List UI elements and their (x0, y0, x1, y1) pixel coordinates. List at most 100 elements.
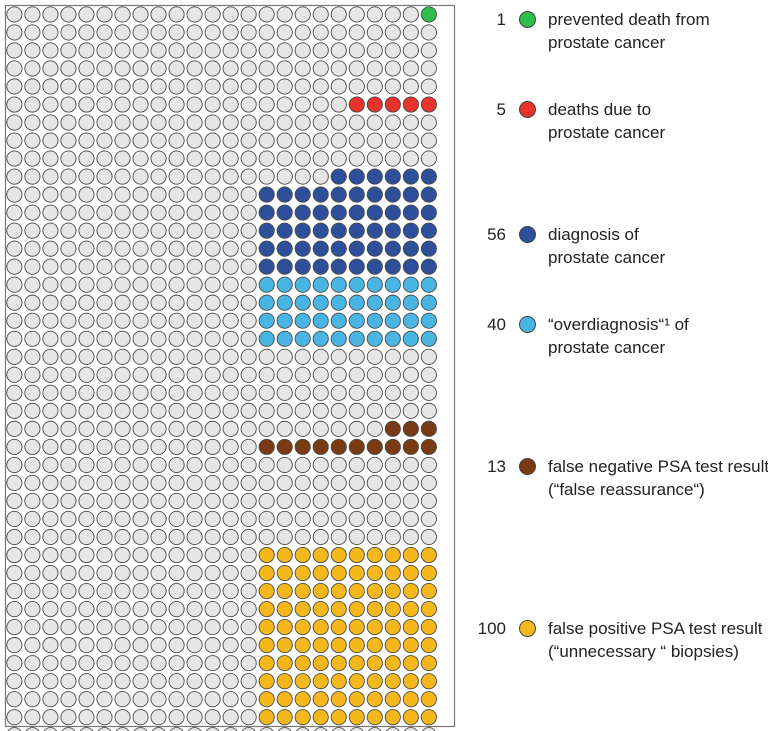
icon-neutral (24, 673, 41, 690)
icon-false-positive (384, 673, 401, 690)
icon-neutral (78, 186, 95, 203)
icon-diagnosis (366, 204, 383, 221)
icon-neutral (168, 474, 185, 491)
icon-neutral (258, 150, 275, 167)
icon-neutral (294, 528, 311, 546)
icon-neutral (60, 582, 77, 600)
icon-neutral (6, 601, 23, 618)
icon-neutral (168, 601, 185, 618)
icon-neutral (42, 384, 59, 401)
icon-neutral (294, 348, 311, 365)
icon-neutral (132, 258, 149, 275)
icon-neutral (168, 492, 185, 509)
icon-neutral (204, 132, 221, 149)
icon-false-positive (366, 582, 383, 600)
icon-diagnosis (366, 240, 383, 257)
icon-neutral (150, 492, 167, 509)
icon-neutral (24, 78, 41, 95)
icon-overdiagnosis (402, 294, 419, 311)
icon-overdiagnosis (312, 330, 329, 347)
icon-overdiagnosis (348, 276, 365, 293)
icon-neutral (240, 564, 257, 582)
icon-neutral (240, 330, 257, 347)
icon-neutral (168, 240, 185, 257)
icon-diagnosis (294, 240, 311, 257)
icon-neutral (384, 132, 401, 149)
icon-neutral (240, 24, 257, 41)
icon-neutral (114, 546, 131, 564)
icon-neutral (43, 727, 58, 731)
icon-neutral (114, 637, 131, 654)
icon-neutral (420, 60, 437, 77)
icon-neutral (312, 42, 329, 59)
icon-neutral (168, 96, 185, 113)
icon-false-positive (384, 637, 401, 654)
icon-neutral (6, 114, 23, 131)
icon-neutral (240, 6, 257, 23)
icon-neutral (78, 132, 95, 149)
icon-neutral (222, 528, 239, 546)
icon-neutral (78, 114, 95, 131)
legend-label-line: prostate cancer (548, 338, 666, 357)
icon-neutral (78, 42, 95, 59)
icon-overdiagnosis (366, 276, 383, 293)
icon-neutral (42, 348, 59, 365)
icon-neutral (258, 78, 275, 95)
icon-neutral (96, 150, 113, 167)
icon-false-positive (312, 619, 329, 636)
icon-neutral (6, 510, 23, 528)
legend-label-deaths: deaths due to prostate cancer (548, 98, 768, 144)
icon-neutral (186, 655, 203, 672)
icon-neutral (150, 564, 167, 582)
icon-overdiagnosis (330, 312, 347, 329)
icon-neutral (6, 637, 23, 654)
icon-neutral (204, 637, 221, 654)
icon-neutral (132, 96, 149, 113)
icon-neutral (42, 258, 59, 275)
icon-neutral (60, 222, 77, 239)
icon-diagnosis (276, 222, 293, 239)
icon-neutral (96, 709, 113, 726)
icon-neutral (204, 348, 221, 365)
icon-neutral (96, 492, 113, 509)
icon-neutral (96, 168, 113, 185)
icon-neutral (276, 510, 293, 528)
icon-neutral (186, 474, 203, 491)
icon-neutral (222, 42, 239, 59)
icon-neutral (114, 655, 131, 672)
icon-neutral (222, 637, 239, 654)
icon-neutral (78, 564, 95, 582)
icon-diagnosis (348, 240, 365, 257)
icon-neutral (348, 510, 365, 528)
icon-neutral (150, 168, 167, 185)
icon-neutral (96, 474, 113, 491)
icon-neutral (132, 582, 149, 600)
icon-neutral (132, 222, 149, 239)
icon-neutral (348, 474, 365, 491)
icon-false-positive (330, 655, 347, 672)
icon-overdiagnosis (366, 312, 383, 329)
legend-item-overdiagnosis: 40 “overdiagnosis“¹ of prostate cancer (472, 310, 768, 357)
icon-overdiagnosis (420, 312, 437, 329)
icon-neutral (132, 528, 149, 546)
icon-neutral (24, 348, 41, 365)
legend-label-false-negative: false negative PSA test result (“false r… (548, 455, 768, 501)
icon-neutral (240, 619, 257, 636)
icon-neutral (132, 150, 149, 167)
icon-neutral (150, 240, 167, 257)
legend-dot-false-positive (519, 620, 536, 637)
icon-neutral (294, 402, 311, 419)
icon-neutral (168, 456, 185, 473)
icon-neutral (312, 366, 329, 383)
icon-neutral (348, 366, 365, 383)
icon-neutral (420, 474, 437, 491)
icon-neutral (222, 60, 239, 77)
icon-neutral (385, 727, 400, 731)
icon-neutral (276, 114, 293, 131)
icon-false-positive (348, 673, 365, 690)
icon-diagnosis (312, 222, 329, 239)
icon-false-positive (384, 546, 401, 564)
icon-false-positive (294, 673, 311, 690)
icon-neutral (186, 510, 203, 528)
icon-neutral (294, 420, 311, 437)
